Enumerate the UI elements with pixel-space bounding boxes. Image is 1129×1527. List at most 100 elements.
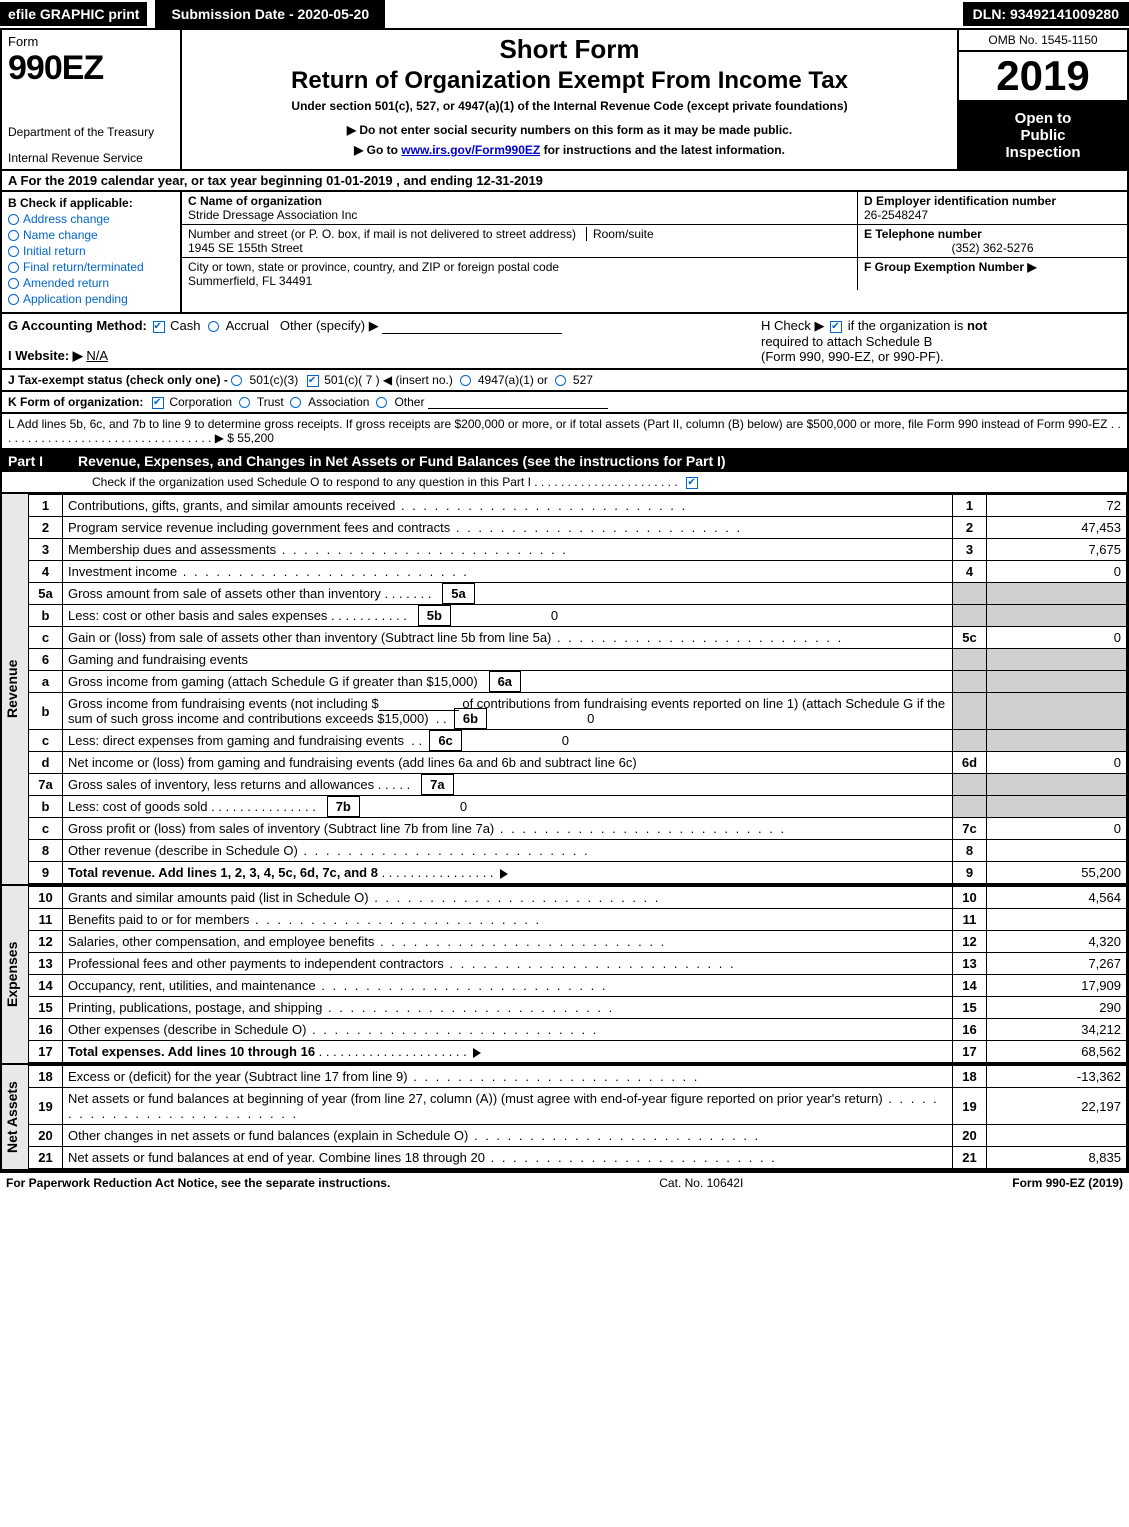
info-grid: B Check if applicable: Address change Na… — [0, 192, 1129, 314]
f-label: F Group Exemption Number ▶ — [864, 260, 1121, 274]
under-section: Under section 501(c), 527, or 4947(a)(1)… — [190, 99, 949, 113]
rb-association[interactable] — [290, 397, 301, 408]
cb-schedule-o[interactable] — [686, 477, 698, 489]
table-row: cGain or (loss) from sale of assets othe… — [29, 627, 1127, 649]
k-assoc: Association — [308, 395, 369, 409]
table-row: 12Salaries, other compensation, and empl… — [29, 931, 1127, 953]
row-g: G Accounting Method: Cash Accrual Other … — [8, 318, 761, 364]
table-row: 5aGross amount from sale of assets other… — [29, 583, 1127, 605]
cb-h-check[interactable] — [830, 321, 842, 333]
part-i-check-text: Check if the organization used Schedule … — [92, 475, 678, 489]
c-name-label: C Name of organization — [188, 194, 851, 208]
cb-amended-return[interactable]: Amended return — [8, 276, 174, 290]
footer-left: For Paperwork Reduction Act Notice, see … — [6, 1176, 390, 1190]
header-left: Form 990EZ Department of the Treasury In… — [2, 30, 182, 169]
cb-cash[interactable] — [153, 321, 165, 333]
tax-year: 2019 — [959, 52, 1127, 102]
table-row: cLess: direct expenses from gaming and f… — [29, 730, 1127, 752]
open-to-public: Open to Public Inspection — [959, 102, 1127, 169]
table-row: 4Investment income40 — [29, 561, 1127, 583]
f-group-exemption: F Group Exemption Number ▶ — [857, 258, 1127, 290]
header-center: Short Form Return of Organization Exempt… — [182, 30, 957, 169]
table-row: 19Net assets or fund balances at beginni… — [29, 1088, 1127, 1125]
table-row: 13Professional fees and other payments t… — [29, 953, 1127, 975]
rb-501c3[interactable] — [231, 375, 242, 386]
row-l: L Add lines 5b, 6c, and 7b to line 9 to … — [0, 414, 1129, 450]
goto-link[interactable]: www.irs.gov/Form990EZ — [401, 143, 540, 157]
cb-501c[interactable] — [307, 375, 319, 387]
dept-treasury: Department of the Treasury — [8, 125, 174, 139]
g-other-field[interactable] — [382, 320, 562, 334]
h-text2: required to attach Schedule B — [761, 334, 932, 349]
g-cash: Cash — [170, 318, 200, 333]
rb-other[interactable] — [376, 397, 387, 408]
open1: Open to — [963, 110, 1123, 127]
table-row: 20Other changes in net assets or fund ba… — [29, 1125, 1127, 1147]
open2: Public — [963, 127, 1123, 144]
table-row: 21Net assets or fund balances at end of … — [29, 1147, 1127, 1169]
d-ein: D Employer identification number 26-2548… — [857, 192, 1127, 224]
revenue-table: 1Contributions, gifts, grants, and simil… — [28, 494, 1127, 884]
expenses-section: Expenses 10Grants and similar amounts pa… — [0, 884, 1129, 1063]
row-g-h: G Accounting Method: Cash Accrual Other … — [0, 314, 1129, 370]
revenue-section: Revenue 1Contributions, gifts, grants, a… — [0, 494, 1129, 884]
cb-final-return[interactable]: Final return/terminated — [8, 260, 174, 274]
open3: Inspection — [963, 144, 1123, 161]
g-other: Other (specify) ▶ — [280, 318, 379, 333]
c-city-label: City or town, state or province, country… — [188, 260, 851, 274]
col-b-header: B Check if applicable: — [8, 196, 174, 210]
do-not-enter: ▶ Do not enter social security numbers o… — [190, 123, 949, 137]
k-other-field[interactable] — [428, 395, 608, 409]
table-row: 1Contributions, gifts, grants, and simil… — [29, 495, 1127, 517]
k-pre: K Form of organization: — [8, 395, 143, 409]
part-i-check: Check if the organization used Schedule … — [0, 472, 1129, 494]
col-b-check-applicable: B Check if applicable: Address change Na… — [2, 192, 182, 312]
cb-corporation[interactable] — [152, 397, 164, 409]
cb-address-change[interactable]: Address change — [8, 212, 174, 226]
part-i-label: Part I — [8, 453, 78, 469]
form-word: Form — [8, 34, 174, 49]
j-pre: J Tax-exempt status (check only one) - — [8, 373, 228, 387]
table-row: bGross income from fundraising events (n… — [29, 693, 1127, 730]
i-website-value: N/A — [86, 348, 108, 363]
rb-4947[interactable] — [460, 375, 471, 386]
rb-527[interactable] — [555, 375, 566, 386]
table-row: 15Printing, publications, postage, and s… — [29, 997, 1127, 1019]
table-row: dNet income or (loss) from gaming and fu… — [29, 752, 1127, 774]
table-row: 10Grants and similar amounts paid (list … — [29, 887, 1127, 909]
e-tel-label: E Telephone number — [864, 227, 1121, 241]
h-pre: H Check ▶ — [761, 318, 824, 333]
submission-date: Submission Date - 2020-05-20 — [155, 0, 385, 28]
table-row: 3Membership dues and assessments37,675 — [29, 539, 1127, 561]
c-name-value: Stride Dressage Association Inc — [188, 208, 851, 222]
net-assets-table: 18Excess or (deficit) for the year (Subt… — [28, 1065, 1127, 1169]
k-corp: Corporation — [169, 395, 232, 409]
e-telephone: E Telephone number (352) 362-5276 — [857, 225, 1127, 257]
table-row: 17Total expenses. Add lines 10 through 1… — [29, 1041, 1127, 1063]
cb-initial-return[interactable]: Initial return — [8, 244, 174, 258]
e-tel-value: (352) 362-5276 — [864, 241, 1121, 255]
c-name-org: C Name of organization Stride Dressage A… — [182, 192, 857, 224]
net-assets-section: Net Assets 18Excess or (deficit) for the… — [0, 1063, 1129, 1171]
g-label: G Accounting Method: — [8, 318, 147, 333]
goto-post: for instructions and the latest informat… — [540, 143, 785, 157]
return-title: Return of Organization Exempt From Incom… — [190, 67, 949, 95]
cb-application-pending[interactable]: Application pending — [8, 292, 174, 306]
h-not: not — [967, 318, 987, 333]
efile-print-button[interactable]: efile GRAPHIC print — [0, 2, 147, 26]
arrow-icon — [473, 1048, 481, 1058]
expenses-table: 10Grants and similar amounts paid (list … — [28, 886, 1127, 1063]
rb-accrual[interactable] — [208, 321, 219, 332]
cb-name-change[interactable]: Name change — [8, 228, 174, 242]
table-row: aGross income from gaming (attach Schedu… — [29, 671, 1127, 693]
short-form-title: Short Form — [190, 34, 949, 65]
table-row: 16Other expenses (describe in Schedule O… — [29, 1019, 1127, 1041]
c-city: City or town, state or province, country… — [182, 258, 857, 290]
table-row: 14Occupancy, rent, utilities, and mainte… — [29, 975, 1127, 997]
table-row: bLess: cost or other basis and sales exp… — [29, 605, 1127, 627]
net-assets-side-label: Net Assets — [2, 1065, 28, 1169]
rb-trust[interactable] — [239, 397, 250, 408]
table-row: 7aGross sales of inventory, less returns… — [29, 774, 1127, 796]
goto-pre: ▶ Go to — [354, 143, 401, 157]
d-ein-label: D Employer identification number — [864, 194, 1121, 208]
